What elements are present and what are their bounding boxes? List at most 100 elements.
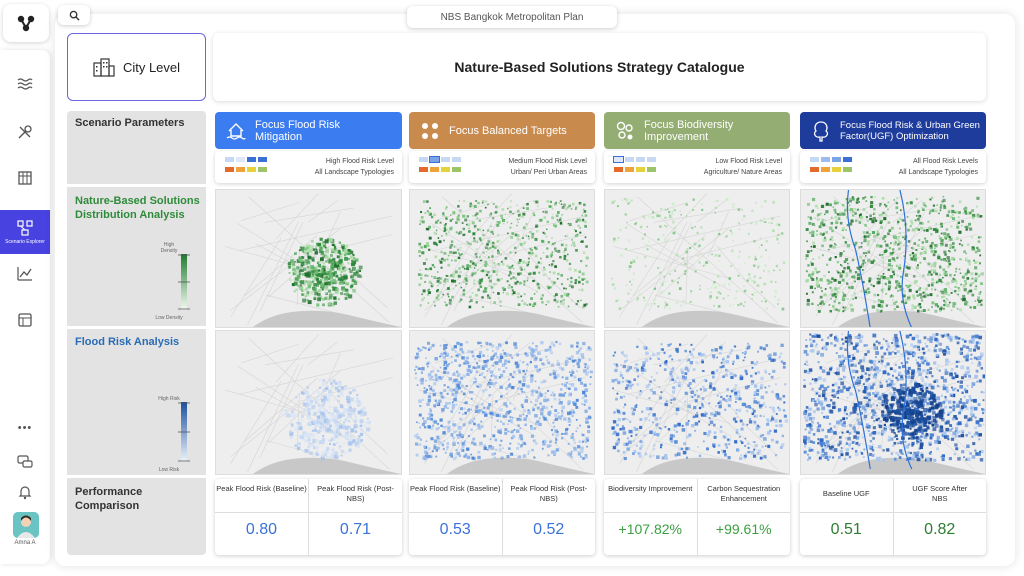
map-cell bbox=[441, 296, 443, 299]
sidebar-item-table[interactable] bbox=[0, 300, 50, 340]
map-cell bbox=[560, 216, 562, 219]
map-cell bbox=[938, 369, 941, 372]
road bbox=[275, 334, 319, 383]
road bbox=[844, 222, 888, 312]
map-cell bbox=[971, 216, 975, 220]
map-cell bbox=[572, 438, 576, 442]
map-cell bbox=[757, 265, 760, 268]
map-cell bbox=[455, 284, 457, 287]
page-title: Nature-Based Solutions Strategy Catalogu… bbox=[213, 33, 986, 101]
map-cell bbox=[518, 418, 522, 422]
map-cell bbox=[582, 283, 584, 285]
map-cell bbox=[694, 381, 697, 384]
map-cell bbox=[447, 427, 450, 430]
map-cell bbox=[292, 415, 296, 419]
map-cell bbox=[513, 407, 516, 411]
map-cell bbox=[291, 410, 294, 413]
road bbox=[432, 215, 586, 252]
search-button[interactable] bbox=[58, 5, 90, 25]
map-cell bbox=[313, 428, 317, 432]
map-cell bbox=[632, 272, 636, 275]
map-cell bbox=[817, 361, 820, 364]
more-menu[interactable]: ••• bbox=[17, 422, 33, 434]
map-cell bbox=[515, 429, 520, 433]
map-cell bbox=[438, 240, 442, 244]
sidebar-item-charts[interactable] bbox=[0, 254, 50, 294]
map-cell bbox=[575, 248, 578, 252]
map-cell bbox=[927, 348, 930, 351]
map-cell bbox=[943, 232, 947, 236]
map-cell bbox=[324, 249, 330, 254]
map-cell bbox=[473, 267, 476, 269]
nbs-map-flood-mitigation[interactable] bbox=[215, 189, 402, 328]
map-cell bbox=[941, 290, 945, 295]
map-cell bbox=[948, 294, 950, 296]
flood-map-ugf[interactable] bbox=[800, 330, 986, 475]
city-level-button[interactable]: City Level bbox=[67, 33, 206, 101]
app-logo[interactable] bbox=[3, 4, 49, 42]
sidebar-item-chat[interactable] bbox=[0, 442, 50, 482]
map-cell bbox=[832, 394, 837, 398]
map-cell bbox=[455, 386, 459, 391]
map-cell bbox=[452, 388, 456, 392]
map-cell bbox=[473, 226, 476, 229]
map-cell bbox=[964, 272, 968, 276]
nbs-map-biodiversity[interactable] bbox=[604, 189, 790, 328]
map-cell bbox=[341, 390, 344, 394]
map-cell bbox=[864, 372, 867, 375]
scenario-header-ugf[interactable]: Focus Flood Risk & Urban Green Factor(UG… bbox=[800, 112, 986, 149]
map-cell bbox=[360, 438, 364, 443]
avatar[interactable] bbox=[13, 512, 39, 538]
map-cell bbox=[805, 270, 808, 273]
map-cell bbox=[451, 380, 455, 384]
scenario-header-flood-mitigation[interactable]: Focus Flood Risk Mitigation bbox=[215, 112, 402, 149]
map-cell bbox=[487, 355, 489, 357]
map-cell bbox=[486, 294, 490, 297]
sidebar-item-grid[interactable] bbox=[0, 158, 50, 198]
map-cell bbox=[523, 378, 527, 382]
map-cell bbox=[521, 383, 526, 387]
map-cell bbox=[497, 297, 500, 299]
map-cell bbox=[545, 235, 548, 238]
map-cell bbox=[320, 274, 324, 278]
map-cell bbox=[292, 272, 296, 276]
map-cell bbox=[488, 386, 491, 389]
map-cell bbox=[908, 295, 911, 298]
sidebar-item-waves[interactable] bbox=[0, 64, 50, 104]
map-cell bbox=[426, 200, 429, 203]
map-cell bbox=[745, 372, 748, 375]
map-cell bbox=[418, 249, 421, 253]
map-cell bbox=[732, 203, 735, 206]
road bbox=[490, 393, 494, 451]
map-cell bbox=[419, 404, 422, 408]
sidebar-item-scenario-explorer[interactable]: Scenario Explorer bbox=[0, 210, 50, 254]
flood-map-biodiversity[interactable] bbox=[604, 330, 790, 475]
map-cell bbox=[926, 376, 929, 379]
map-cell bbox=[542, 251, 545, 254]
scenario-header-biodiversity[interactable]: Focus Biodiversity Improvement bbox=[604, 112, 790, 149]
map-cell bbox=[513, 246, 517, 250]
nbs-map-balanced[interactable] bbox=[409, 189, 595, 328]
plan-title-tab[interactable]: NBS Bangkok Metropolitan Plan bbox=[407, 6, 617, 28]
map-cell bbox=[754, 372, 757, 375]
map-cell bbox=[823, 274, 826, 278]
sidebar-item-tools[interactable] bbox=[0, 112, 50, 152]
map-cell bbox=[530, 380, 533, 383]
map-cell bbox=[300, 414, 304, 418]
flood-map-flood-mitigation[interactable] bbox=[215, 330, 402, 475]
nbs-map-ugf[interactable] bbox=[800, 189, 986, 328]
map-cell bbox=[836, 201, 839, 205]
flood-map-balanced[interactable] bbox=[409, 330, 595, 475]
map-cell bbox=[813, 245, 816, 248]
map-cell bbox=[671, 358, 674, 361]
road bbox=[696, 200, 727, 223]
map-cell bbox=[489, 381, 493, 386]
map-cell bbox=[307, 273, 312, 278]
map-cell bbox=[506, 232, 509, 235]
road bbox=[715, 244, 745, 280]
sidebar-item-notifications[interactable] bbox=[0, 472, 50, 512]
scenario-header-balanced[interactable]: Focus Balanced Targets bbox=[409, 112, 595, 149]
map-cell bbox=[763, 455, 767, 459]
map-cell bbox=[819, 295, 823, 299]
map-cell bbox=[508, 284, 511, 286]
